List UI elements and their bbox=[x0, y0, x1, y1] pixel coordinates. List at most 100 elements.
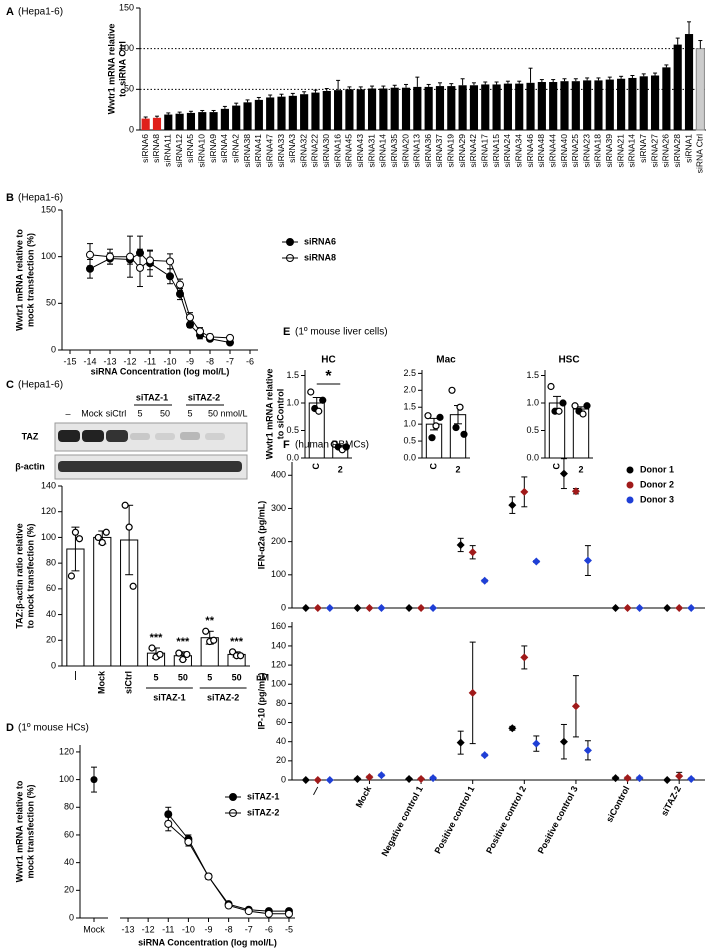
y-tick-label: 50 bbox=[46, 298, 56, 308]
error-bar bbox=[381, 85, 386, 89]
data-point bbox=[456, 540, 465, 549]
x-tick-label: -13 bbox=[122, 924, 135, 934]
legend-marker bbox=[626, 466, 634, 474]
chart-title: Mac bbox=[436, 355, 456, 366]
data-point bbox=[611, 774, 620, 783]
y-tick-label: 140 bbox=[41, 480, 56, 490]
data-point bbox=[319, 396, 327, 404]
bar bbox=[141, 118, 150, 130]
x-tick-label: siRNA27 bbox=[649, 134, 659, 168]
y-tick-label: 0 bbox=[281, 602, 286, 612]
error-bar bbox=[392, 84, 397, 88]
data-point bbox=[417, 604, 426, 612]
x-tick-label: C bbox=[428, 463, 438, 470]
x-tick-label: siRNA40 bbox=[559, 134, 569, 168]
y-tick-label: 120 bbox=[59, 746, 74, 756]
y-tick-label: 60 bbox=[46, 583, 56, 593]
x-tick-label: siRNA25 bbox=[570, 134, 580, 168]
y-tick-label: 0 bbox=[281, 774, 286, 784]
y-axis-label: TAZ:β-actin ratio relative bbox=[14, 523, 24, 628]
error-bar bbox=[426, 83, 431, 87]
significance-label: *** bbox=[176, 636, 190, 648]
y-axis-label: IP-10 (pg/mL) bbox=[256, 672, 266, 729]
fit-line bbox=[167, 813, 289, 912]
x-tick-label: siRNA11 bbox=[163, 134, 173, 167]
error-bar bbox=[200, 109, 205, 113]
y-tick-label: 120 bbox=[41, 506, 56, 516]
x-tick-label: 2 bbox=[455, 464, 460, 474]
x-tick-label: siRNA19 bbox=[446, 134, 456, 168]
data-point bbox=[90, 776, 98, 784]
x-tick-label: -7 bbox=[245, 924, 253, 934]
error-bar bbox=[415, 76, 420, 87]
y-axis-label: to mock transfection (%) bbox=[25, 523, 35, 628]
data-point bbox=[377, 604, 386, 612]
y-axis-label: IFN-α2a (pg/mL) bbox=[256, 501, 266, 570]
data-point bbox=[571, 487, 580, 496]
x-tick-label: siRNA20 bbox=[400, 134, 410, 168]
significance-label: * bbox=[325, 368, 332, 385]
panel-label: A bbox=[6, 6, 14, 18]
y-axis-label: mock transfection (%) bbox=[25, 233, 35, 327]
data-point bbox=[456, 403, 464, 411]
y-axis-label: Wwtr1 mRNA relative to bbox=[14, 229, 24, 331]
data-point bbox=[456, 738, 465, 747]
y-tick-label: 0.0 bbox=[286, 452, 299, 462]
bar bbox=[164, 114, 173, 130]
error-bar bbox=[494, 81, 499, 85]
data-point bbox=[365, 604, 374, 612]
error-bar bbox=[460, 78, 465, 86]
legend-label: siRNA6 bbox=[304, 236, 336, 246]
y-tick-label: 0 bbox=[51, 344, 56, 354]
y-tick-label: 20 bbox=[46, 635, 56, 645]
error-bar bbox=[154, 115, 159, 118]
x-tick-label: siRNA17 bbox=[480, 134, 490, 168]
y-tick-label: 100 bbox=[41, 251, 56, 261]
x-tick-label: siRNA7 bbox=[638, 134, 648, 163]
y-tick-label: 100 bbox=[119, 43, 134, 53]
x-tick-label: siRNA6 bbox=[140, 134, 150, 163]
fit-line bbox=[89, 254, 231, 339]
error-bar bbox=[653, 72, 658, 76]
x-tick-label: -14 bbox=[83, 356, 96, 366]
bar bbox=[503, 83, 512, 130]
data-point bbox=[480, 576, 489, 585]
x-tick-label: Negative control 1 bbox=[379, 784, 424, 858]
data-point bbox=[244, 907, 253, 916]
bar bbox=[571, 81, 580, 130]
y-axis-label: Wwtr1 mRNA relative bbox=[106, 24, 116, 115]
data-point bbox=[452, 423, 460, 432]
x-tick-label: Positive control 2 bbox=[484, 784, 528, 855]
data-point bbox=[405, 604, 414, 612]
bar bbox=[605, 79, 614, 130]
data-point bbox=[71, 528, 80, 536]
data-point bbox=[179, 655, 187, 664]
data-point bbox=[183, 650, 191, 659]
y-tick-label: 0 bbox=[51, 660, 56, 670]
data-point bbox=[148, 644, 156, 652]
x-tick-label: siRNA45 bbox=[344, 134, 354, 168]
x-tick-label: — bbox=[70, 671, 80, 680]
data-point bbox=[313, 776, 322, 784]
data-point bbox=[202, 627, 210, 635]
data-point bbox=[583, 556, 592, 565]
x-tick-label: siControl bbox=[604, 784, 631, 824]
x-tick-label: siRNA36 bbox=[423, 134, 433, 168]
blot-band bbox=[155, 433, 175, 440]
error-bar bbox=[302, 91, 307, 95]
bar bbox=[594, 80, 603, 130]
panel-label: E bbox=[283, 326, 290, 338]
x-tick-label: -9 bbox=[204, 924, 212, 934]
bar bbox=[673, 44, 682, 130]
bar bbox=[537, 82, 546, 130]
bar bbox=[628, 77, 637, 130]
x-tick-label: siRNA2 bbox=[230, 134, 240, 163]
error-bar bbox=[539, 79, 544, 83]
data-point bbox=[559, 469, 568, 478]
y-tick-label: 100 bbox=[271, 679, 286, 689]
data-point bbox=[480, 751, 489, 760]
error-bar bbox=[562, 78, 567, 82]
bar bbox=[695, 48, 705, 131]
y-tick-label: 60 bbox=[276, 717, 286, 727]
